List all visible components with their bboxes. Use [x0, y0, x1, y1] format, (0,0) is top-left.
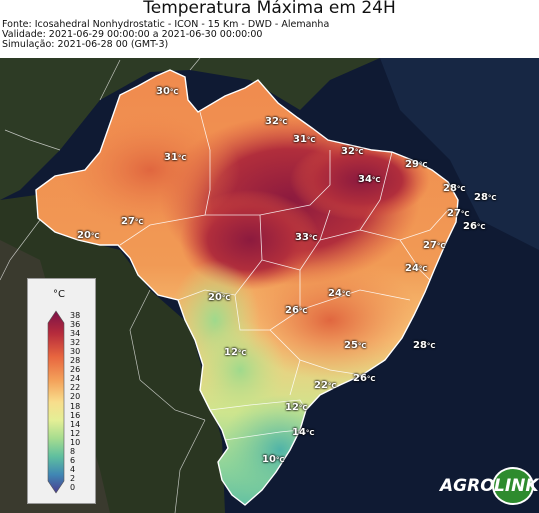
- temp-label: 31°C: [164, 152, 187, 163]
- temp-label: 27°C: [121, 216, 144, 227]
- temp-label: 24°C: [328, 288, 351, 299]
- agrolink-logo: AGRO LINK: [437, 465, 539, 505]
- logo-agro-text: AGRO: [440, 476, 495, 496]
- legend-tick: 38: [70, 311, 81, 320]
- legend-tick: 34: [70, 329, 81, 339]
- temp-label: 24°C: [405, 263, 428, 274]
- legend-tick: 18: [70, 401, 81, 411]
- legend-tick: 0: [70, 482, 76, 492]
- legend-tick: 20: [70, 392, 81, 402]
- legend-tick: 8: [70, 446, 76, 456]
- temp-label: 27°C: [423, 240, 446, 251]
- legend-tick: 10: [70, 437, 81, 447]
- ocean-shade: [380, 58, 539, 250]
- temp-label: 12°C: [224, 347, 247, 358]
- legend-tick: 22: [70, 383, 81, 393]
- state-borders: [119, 111, 449, 441]
- temp-label: 29°C: [405, 159, 428, 170]
- source-line: Fonte: Icosahedral Nonhydrostatic - ICON…: [2, 19, 330, 30]
- temp-label: 12°C: [285, 402, 308, 413]
- temp-label: 20°C: [77, 230, 100, 241]
- legend-tick: 4: [70, 464, 76, 474]
- country-borders: [0, 58, 206, 513]
- logo-link-text: LINK: [494, 476, 539, 496]
- legend-tick: 32: [70, 338, 81, 348]
- temp-label: 14°C: [292, 427, 315, 438]
- legend-tick: 2: [70, 473, 76, 483]
- temp-label: 30°C: [156, 86, 179, 97]
- legend-tick: 14: [70, 419, 81, 429]
- temp-label: 32°C: [341, 146, 364, 157]
- legend-unit: °C: [53, 289, 65, 300]
- temp-label: 26°C: [353, 373, 376, 384]
- temp-label: 20°C: [208, 292, 231, 303]
- color-legend: °C 38 36 34 32 30 28 26 24 22 20 18 16 14 12 10 8 6 4 2 0: [27, 278, 96, 504]
- temp-label: 28°C: [474, 192, 497, 203]
- legend-colorbar: [47, 310, 65, 494]
- temp-label: 26°C: [285, 305, 308, 316]
- map-title: Temperatura Máxima em 24H: [143, 0, 396, 18]
- temp-label: 10°C: [262, 454, 285, 465]
- legend-tick: 6: [70, 455, 76, 465]
- legend-tick: 36: [70, 320, 81, 330]
- legend-tick: 30: [70, 347, 81, 357]
- temp-label: 34°C: [358, 174, 381, 185]
- temp-label: 22°C: [314, 380, 337, 391]
- legend-tick: 26: [70, 365, 81, 375]
- temp-label: 26°C: [463, 221, 486, 232]
- temp-label: 27°C: [447, 208, 470, 219]
- validity-line: Validade: 2021-06-29 00:00:00 a 2021-06-…: [2, 29, 263, 40]
- temp-label: 32°C: [265, 116, 288, 127]
- header: Temperatura Máxima em 24H Fonte: Icosahe…: [0, 0, 539, 58]
- land-north: [0, 58, 380, 200]
- logo-circle: [492, 467, 534, 505]
- legend-tick: 16: [70, 410, 81, 420]
- simulation-line: Simulação: 2021-06-28 00 (GMT-3): [2, 39, 169, 50]
- temp-label: 28°C: [443, 183, 466, 194]
- temp-label: 33°C: [295, 232, 318, 243]
- temp-label: 28°C: [413, 340, 436, 351]
- temp-label: 25°C: [344, 340, 367, 351]
- temp-label: 31°C: [293, 134, 316, 145]
- legend-tick: 24: [70, 374, 81, 384]
- legend-tick: 28: [70, 356, 81, 366]
- legend-tick: 12: [70, 428, 81, 438]
